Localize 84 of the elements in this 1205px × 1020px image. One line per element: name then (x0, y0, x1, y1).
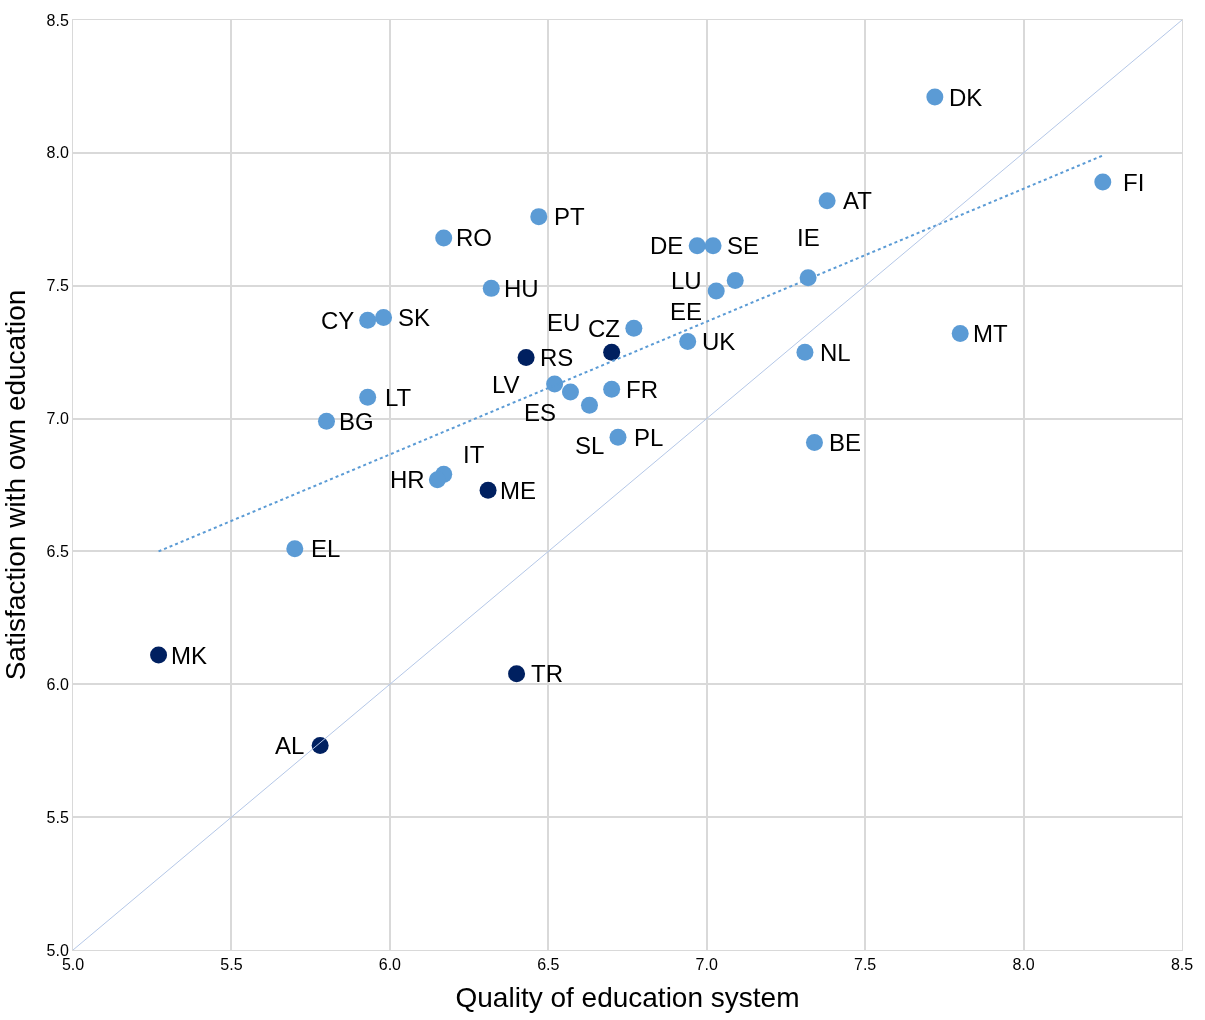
y-tick-label: 6.0 (46, 675, 69, 693)
x-tick-label: 6.0 (378, 956, 402, 974)
annotation: UK (702, 328, 736, 355)
annotation: IE (797, 224, 820, 251)
point (609, 428, 627, 446)
annotation: PL (634, 424, 664, 451)
annotation: TR (531, 660, 563, 687)
annotation: LU (671, 267, 702, 294)
annotation: EL (311, 535, 341, 562)
annotation: BE (829, 429, 862, 456)
annotation: SE (727, 232, 760, 259)
point (561, 383, 579, 401)
point (318, 412, 335, 430)
point (625, 319, 643, 337)
point (726, 271, 744, 289)
y-tick-label: 5.0 (46, 941, 69, 959)
x-tick-label: 5.5 (220, 956, 243, 974)
annotation: PT (554, 203, 586, 230)
x-tick-label: 7.5 (854, 956, 877, 974)
point (530, 208, 548, 226)
y-axis-title: Satisfaction with own education (0, 289, 31, 681)
point (428, 471, 446, 489)
x-tick-label: 8.0 (1012, 956, 1035, 974)
annotation: EE (670, 298, 703, 325)
point (517, 348, 535, 366)
annotation: RO (456, 224, 492, 251)
point (286, 540, 304, 558)
annotation: AL (275, 732, 305, 759)
point (482, 279, 500, 297)
annotation: FR (626, 376, 658, 403)
y-tick-label: 6.5 (46, 543, 69, 561)
annotation: SL (575, 432, 605, 459)
point (435, 229, 453, 247)
annotation: DE (650, 232, 684, 259)
point (688, 237, 706, 255)
annotation: SK (398, 304, 431, 331)
point (796, 343, 814, 361)
point (926, 88, 944, 106)
annotation: RS (540, 344, 574, 371)
point (150, 646, 168, 664)
annotation: MK (171, 642, 207, 669)
point (375, 309, 393, 327)
annotation: HU (504, 275, 539, 302)
annotation: LT (385, 384, 412, 411)
point (818, 192, 836, 210)
annotation: AT (843, 187, 873, 214)
annotation: HR (390, 466, 425, 493)
point (805, 433, 823, 451)
annotation: IT (463, 441, 485, 468)
point (951, 325, 969, 343)
annotation: DK (949, 84, 983, 111)
annotation: EU (547, 309, 581, 336)
annotation: FI (1123, 169, 1145, 196)
annotation: BG (339, 408, 374, 435)
y-tick-label: 8.5 (46, 11, 69, 29)
point (580, 396, 598, 414)
x-tick-label: 5.0 (61, 956, 85, 974)
point (603, 343, 621, 361)
annotation: ME (500, 477, 536, 504)
annotation: LV (492, 371, 520, 398)
y-tick-label: 5.5 (46, 808, 69, 826)
point (603, 380, 621, 398)
point (508, 665, 526, 683)
y-tick-label: 8.0 (46, 144, 69, 162)
point (479, 481, 497, 499)
point (679, 333, 697, 350)
x-tick-label: 6.5 (537, 956, 560, 974)
point (546, 375, 564, 393)
x-tick-label: 7.0 (695, 956, 718, 974)
annotation: CZ (588, 315, 620, 342)
point (799, 269, 817, 287)
point (704, 237, 722, 255)
x-axis-title: Quality of education system (455, 982, 800, 1014)
point (359, 311, 377, 329)
point (1094, 173, 1112, 191)
y-tick-label: 7.0 (46, 410, 69, 428)
x-tick-label: 8.5 (1170, 956, 1194, 974)
point (707, 282, 725, 300)
point (359, 388, 377, 406)
annotation: CY (321, 307, 355, 334)
annotation: ES (524, 399, 557, 426)
annotation: NL (820, 339, 851, 366)
y-tick-label: 7.5 (46, 277, 69, 295)
annotation: MT (973, 320, 1008, 347)
